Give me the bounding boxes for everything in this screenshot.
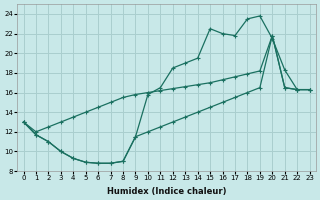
X-axis label: Humidex (Indice chaleur): Humidex (Indice chaleur) — [107, 187, 226, 196]
